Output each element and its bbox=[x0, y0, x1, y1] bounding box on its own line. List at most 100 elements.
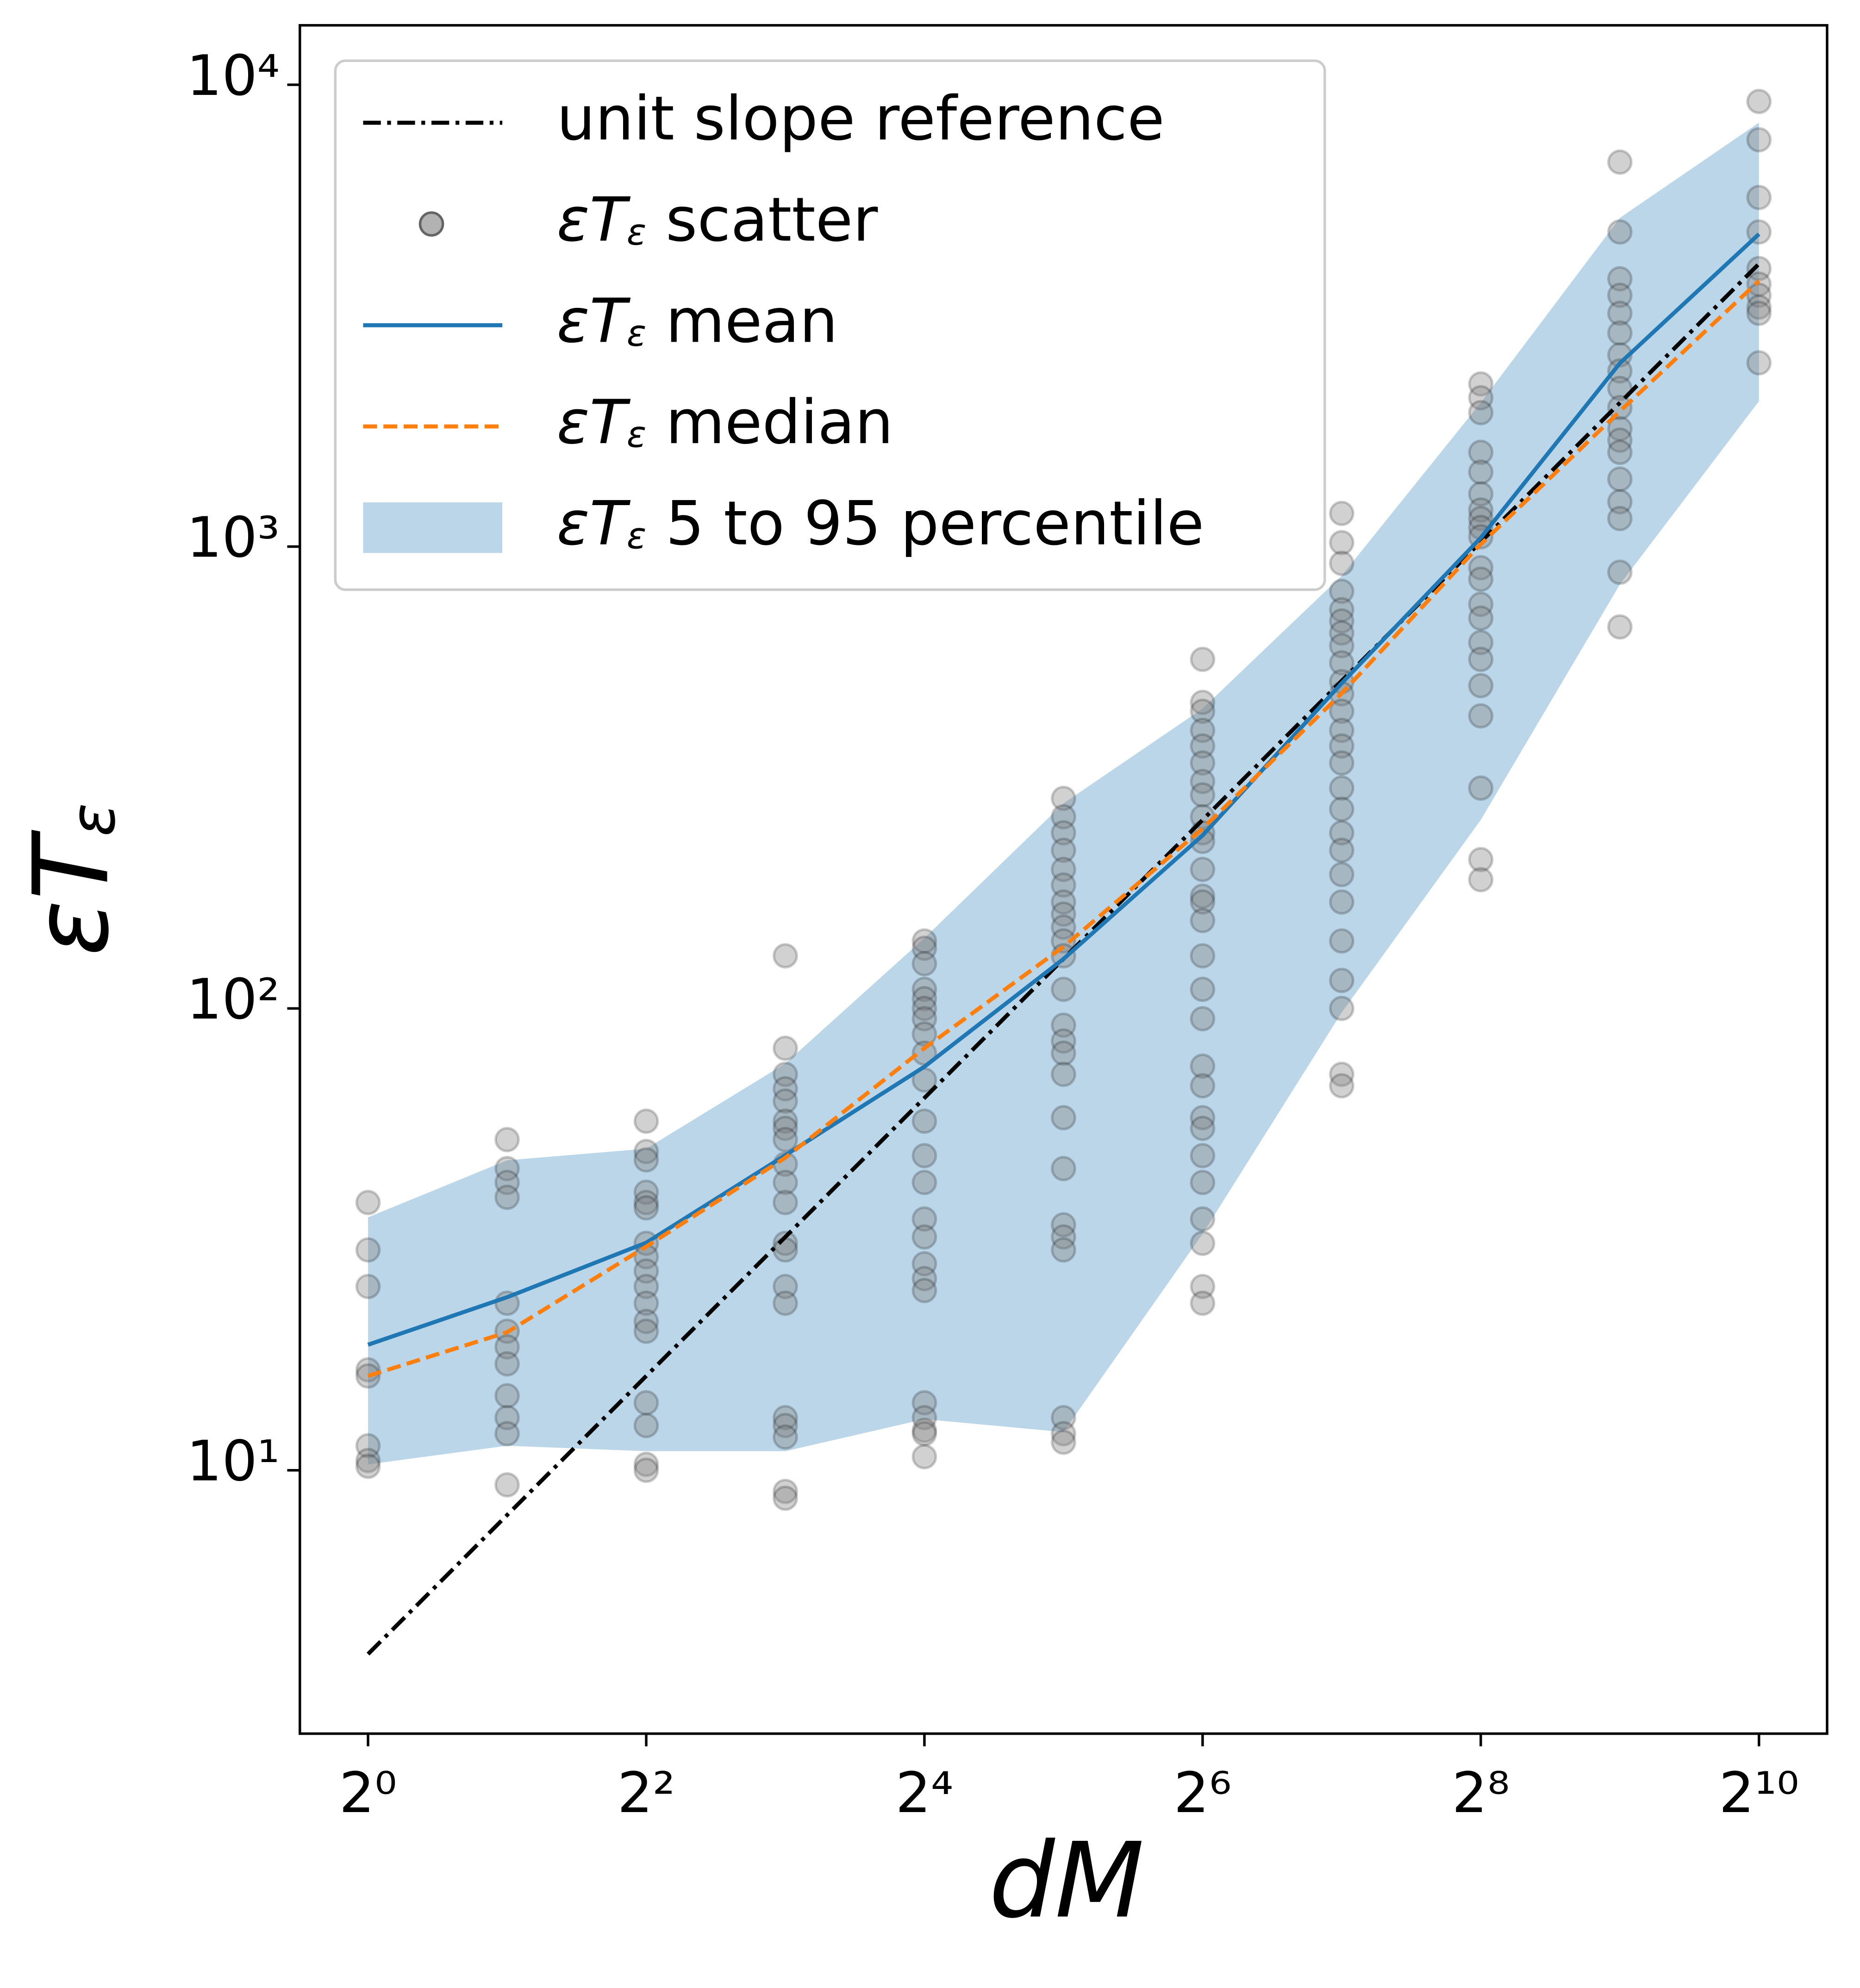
scatter-point bbox=[911, 1169, 937, 1195]
scatter-point bbox=[1190, 1143, 1216, 1169]
scatter-point bbox=[1468, 847, 1494, 873]
scatter-point bbox=[1051, 1212, 1076, 1238]
scatter-point bbox=[1051, 976, 1076, 1002]
scatter-point bbox=[1468, 566, 1494, 592]
scatter-point bbox=[1051, 928, 1076, 954]
scatter-point bbox=[1051, 1028, 1076, 1054]
x-axis-label: dM bbox=[989, 1820, 1144, 1941]
legend-label: εTε scatter bbox=[557, 184, 878, 255]
scatter-point bbox=[633, 1274, 659, 1300]
y-tick-label: 10¹ bbox=[187, 1429, 280, 1494]
scatter-point bbox=[911, 935, 937, 961]
scatter-point bbox=[1190, 1231, 1216, 1256]
scatter-point bbox=[1329, 889, 1354, 915]
scatter-point bbox=[1468, 867, 1494, 893]
scatter-point bbox=[1190, 907, 1216, 933]
scatter-point bbox=[494, 1421, 520, 1447]
scatter-point bbox=[1051, 1421, 1076, 1447]
scatter-point bbox=[1468, 673, 1494, 699]
x-tick-label: 2⁰ bbox=[339, 1761, 397, 1825]
scatter-point bbox=[1468, 605, 1494, 631]
scatter-point bbox=[773, 1062, 798, 1087]
scatter-point bbox=[1746, 300, 1772, 326]
scatter-point bbox=[1746, 127, 1772, 153]
scatter-point bbox=[1468, 646, 1494, 672]
scatter-point bbox=[494, 1156, 520, 1182]
scatter-point bbox=[911, 1021, 937, 1047]
scatter-point bbox=[1190, 976, 1216, 1002]
scatter-point bbox=[355, 1237, 381, 1263]
x-tick-label: 2¹⁰ bbox=[1719, 1761, 1799, 1825]
scatter-point bbox=[1190, 856, 1216, 882]
scatter-point bbox=[1607, 506, 1633, 531]
scatter-point bbox=[1329, 750, 1354, 776]
scatter-point bbox=[1607, 266, 1633, 292]
scatter-point bbox=[633, 1457, 659, 1483]
scatter-point bbox=[1329, 1062, 1354, 1087]
scatter-point bbox=[1190, 1006, 1216, 1032]
scatter-point bbox=[1746, 271, 1772, 297]
scatter-point bbox=[1329, 796, 1354, 822]
scatter-point bbox=[1607, 358, 1633, 384]
scatter-point bbox=[773, 1413, 798, 1438]
scatter-point bbox=[1329, 698, 1354, 724]
scatter-point bbox=[1190, 1290, 1216, 1316]
scatter-point bbox=[494, 1184, 520, 1210]
scatter-point bbox=[1051, 1105, 1076, 1131]
legend-box bbox=[334, 59, 1326, 591]
scatter-point bbox=[911, 1444, 937, 1469]
scatter-point bbox=[1190, 889, 1216, 915]
scatter-point bbox=[1329, 550, 1354, 576]
scatter-point bbox=[1746, 185, 1772, 210]
scatter-point bbox=[1329, 597, 1354, 623]
scatter-point bbox=[633, 1138, 659, 1164]
scatter-point bbox=[1607, 614, 1633, 640]
x-tick-label: 2⁴ bbox=[896, 1761, 954, 1825]
scatter-point bbox=[1607, 439, 1633, 465]
scatter-point bbox=[1468, 630, 1494, 656]
scatter-point bbox=[773, 1088, 798, 1114]
scatter-point bbox=[1607, 219, 1633, 245]
scatter-point bbox=[773, 1190, 798, 1215]
scatter-point bbox=[911, 1108, 937, 1134]
scatter-point bbox=[911, 1206, 937, 1232]
scatter-point bbox=[1190, 782, 1216, 808]
scatter-point bbox=[773, 943, 798, 969]
scatter-point bbox=[1051, 1040, 1076, 1066]
scatter-point bbox=[1329, 1073, 1354, 1099]
scatter-point bbox=[1607, 489, 1633, 515]
x-tick-label: 2⁶ bbox=[1174, 1761, 1232, 1825]
scatter-point bbox=[1051, 914, 1076, 940]
scatter-point bbox=[1607, 559, 1633, 585]
scatter-point bbox=[1746, 88, 1772, 114]
scatter-point bbox=[1329, 995, 1354, 1021]
scatter-point bbox=[1190, 1206, 1216, 1232]
scatter-point bbox=[1468, 439, 1494, 465]
plot-frame bbox=[299, 24, 1829, 1735]
scatter-point bbox=[911, 1418, 937, 1443]
scatter-point bbox=[494, 1351, 520, 1377]
scatter-point bbox=[911, 1278, 937, 1303]
scatter-point bbox=[773, 1405, 798, 1431]
scatter-point bbox=[1607, 416, 1633, 442]
scatter-point bbox=[1190, 769, 1216, 794]
scatter-point bbox=[633, 1308, 659, 1334]
scatter-point bbox=[1607, 282, 1633, 308]
scatter-point bbox=[633, 1319, 659, 1344]
scatter-point bbox=[633, 1195, 659, 1221]
scatter-point bbox=[633, 1413, 659, 1438]
scatter-point bbox=[911, 995, 937, 1021]
scatter-point bbox=[911, 986, 937, 1012]
scatter-point bbox=[1329, 718, 1354, 743]
scatter-point bbox=[773, 1424, 798, 1450]
scatter-point bbox=[1051, 1237, 1076, 1263]
scatter-point bbox=[911, 976, 937, 1002]
scatter-point bbox=[633, 1290, 659, 1316]
scatter-point bbox=[355, 1448, 381, 1473]
scatter-point bbox=[1051, 820, 1076, 846]
scatter-point bbox=[773, 1237, 798, 1263]
scatter-point bbox=[494, 1405, 520, 1431]
scatter-point bbox=[355, 1274, 381, 1300]
scatter-point bbox=[911, 1143, 937, 1169]
